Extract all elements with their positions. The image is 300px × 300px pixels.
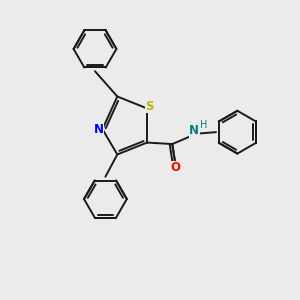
Text: H: H (200, 120, 208, 130)
Text: N: N (189, 124, 199, 137)
Text: S: S (145, 100, 154, 112)
Text: N: N (94, 123, 104, 136)
Text: O: O (170, 161, 180, 174)
